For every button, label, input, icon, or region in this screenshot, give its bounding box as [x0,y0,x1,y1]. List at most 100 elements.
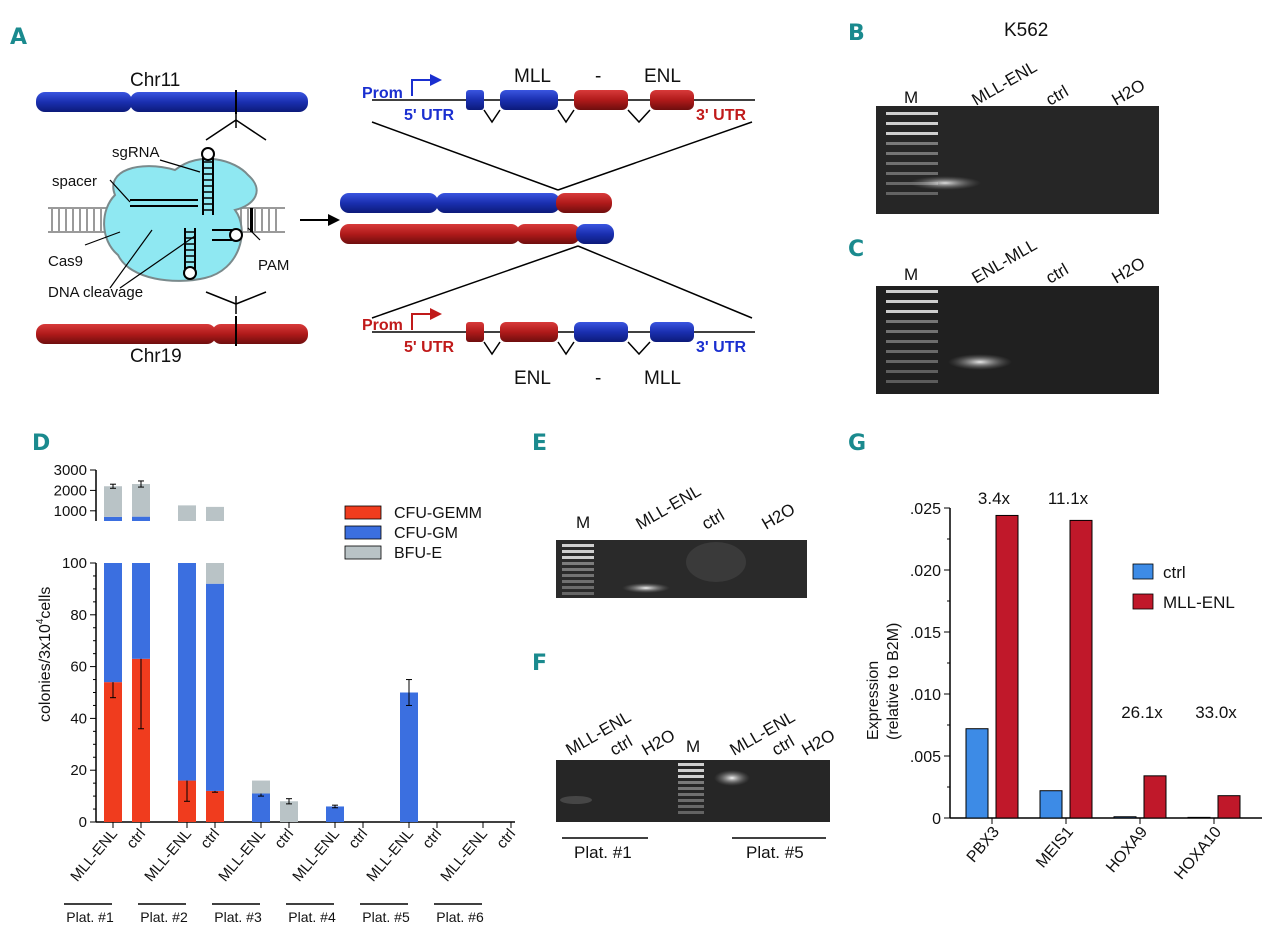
d-bar-cfu-gm [252,793,270,822]
d-ytick-lower: 20 [70,762,87,779]
g-ylabel2: (relative to B2M) [885,623,902,740]
g-ytick: .015 [910,625,941,642]
top-prom-label: Prom [362,85,403,102]
g-legend-swatch [1132,563,1154,580]
d-group-label: Plat. #4 [288,909,336,925]
top-enl-label: ENL [644,66,681,87]
g-bar-mll-enl [1217,795,1241,819]
panel-label-b: B [848,21,865,46]
d-bar-bfu-e [252,780,270,794]
d-bar-cfu-gm [132,563,150,659]
dna-cleavage-label: DNA cleavage [48,284,143,301]
cas9-protein [103,157,258,282]
d-xtick-label: MLL-ENL [437,826,491,885]
bot-enl-label: ENL [514,368,551,389]
g-legend-swatch [1132,593,1154,610]
d-group-label: Plat. #1 [66,909,114,925]
g-bar-mll-enl [995,514,1019,819]
cas9-label: Cas9 [48,253,83,270]
top-3utr-label: 3' UTR [696,107,746,124]
d-ytick-upper: 1000 [54,503,87,520]
gel-b-lane-1: M [904,88,918,107]
g-fold-annotation: 11.1x [1048,489,1089,508]
gel-c-lane-2: ENL-MLL [969,235,1041,287]
gel-e-lane-3: ctrl [699,506,728,534]
d-xtick-label: MLL-ENL [363,826,417,885]
bot-dash-label: - [595,368,601,389]
d-ytick-lower: 0 [79,814,87,831]
d-legend-swatch [344,505,382,520]
d-legend-label: BFU-E [394,545,442,562]
d-bar-cfu-gemm [132,658,150,822]
gel-b-lane-3: ctrl [1043,82,1072,110]
d-bar-cfu-gm [326,806,344,822]
d-xtick-label: MLL-ENL [289,826,343,885]
panel-label-f: F [532,651,547,676]
g-legend-label: MLL-ENL [1163,593,1235,612]
chr11-label: Chr11 [130,70,180,91]
d-xtick-label: ctrl [493,826,519,852]
d-group-label: Plat. #6 [436,909,484,925]
d-bar-bfu-e [280,801,298,822]
panel-label-a: A [10,25,27,50]
d-xtick-label: ctrl [271,826,297,852]
gel-f-group-2: Plat. #5 [746,843,804,862]
chr19-arm-left [36,324,216,344]
bot-prom-label: Prom [362,317,403,334]
d-bar-upper-cfu-gm [132,516,150,521]
chr11-arm-left [36,92,132,112]
top-mll-label: MLL [514,66,551,87]
d-legend-swatch [344,525,382,540]
gel-e-lane-1: M [576,513,590,532]
g-xtick-label: MEIS1 [1033,824,1077,872]
chr19-label: Chr19 [130,346,182,367]
d-bar-upper-bfu-e [132,484,150,517]
chart-g: 0 .005 .010 .015 .020 .025 Expression (relative… [865,489,1262,883]
gel-c-lane-4: H2O [1109,254,1149,288]
d-xtick-label: ctrl [345,826,371,852]
g-xtick-label: HOXA9 [1103,824,1151,877]
panel-c-gel: M ENL-MLL ctrl H2O [876,235,1159,394]
gel-e-image [556,540,807,598]
gel-c-lane-1: M [904,265,918,284]
gel-b-lane-2: MLL-ENL [969,57,1041,109]
panel-b-gel: K562 M MLL-ENL ctrl H2O [876,20,1159,214]
g-ytick: 0 [932,811,941,828]
d-bar-upper-cfu-gm [104,516,122,521]
g-xtick-label: PBX3 [964,824,1003,866]
pam-label: PAM [258,257,289,274]
d-ytick-lower: 100 [62,555,87,572]
d-xtick-label: ctrl [197,826,223,852]
d-bar-cfu-gm [400,692,418,822]
panel-label-e: E [532,431,547,456]
top-dash-label: - [595,66,601,87]
d-group-label: Plat. #2 [140,909,188,925]
g-xtick-label: HOXA10 [1171,824,1225,883]
d-xtick-label: MLL-ENL [67,826,121,885]
d-ytick-lower: 40 [70,710,87,727]
chr11-arm-right [130,92,308,112]
gel-e-lane-4: H2O [759,500,799,534]
g-bar-ctrl [1187,816,1211,819]
g-ytick: .005 [910,749,941,766]
g-fold-annotation: 33.0x [1195,703,1237,722]
g-bar-ctrl [1113,816,1137,819]
d-xtick-label: ctrl [419,826,445,852]
d-bar-upper-bfu-e [178,505,196,521]
gel-f-lane-3: H2O [639,726,679,760]
gel-f-lane-7: H2O [799,726,839,760]
bot-3utr-label: 3' UTR [696,339,746,356]
panel-label-g: G [848,431,866,456]
g-ytick: .020 [910,563,941,580]
panel-b-title: K562 [1004,20,1048,41]
d-bar-cfu-gm [206,583,224,791]
gel-b-lane-4: H2O [1109,76,1149,110]
g-ytick: .025 [910,501,941,518]
d-group-label: Plat. #5 [362,909,410,925]
panel-f-gel: MLL-ENL ctrl H2O M MLL-ENL ctrl H2O Plat… [556,707,838,862]
gel-c-image [876,286,1159,394]
top-5utr-label: 5' UTR [404,107,454,124]
gel-f-group-1: Plat. #1 [574,843,632,862]
g-bar-mll-enl [1069,519,1093,819]
